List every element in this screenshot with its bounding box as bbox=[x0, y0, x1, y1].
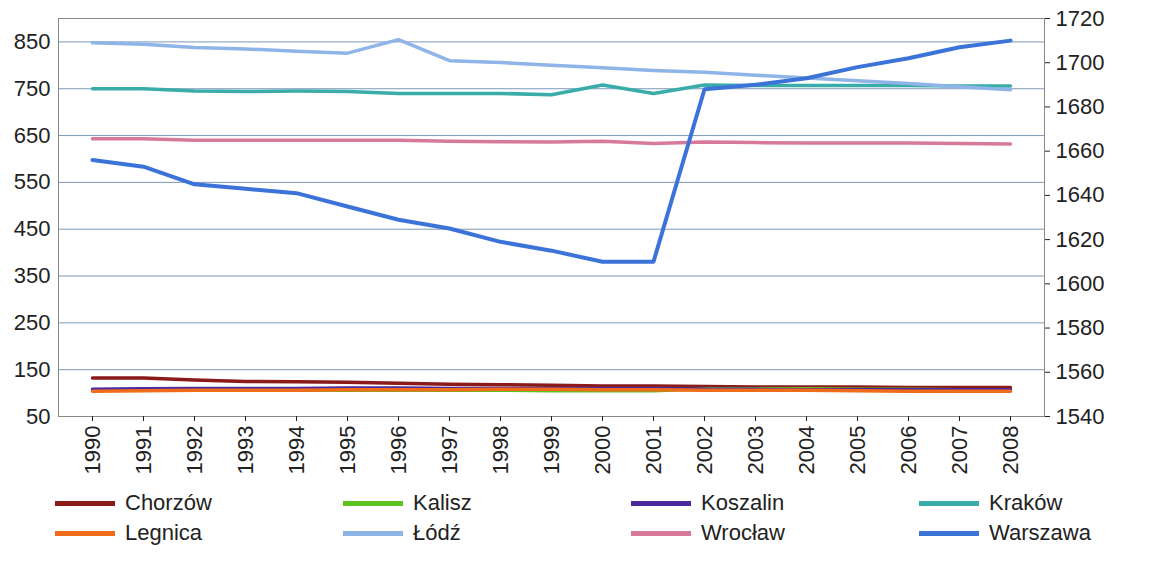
svg-text:2005: 2005 bbox=[845, 426, 870, 475]
html-text:Wrocław: Wrocław bbox=[701, 520, 785, 545]
svg-text:250: 250 bbox=[14, 310, 51, 335]
svg-text:2007: 2007 bbox=[947, 426, 972, 475]
svg-text:750: 750 bbox=[14, 76, 51, 101]
svg-text:1580: 1580 bbox=[1056, 315, 1105, 340]
html-text:Kraków: Kraków bbox=[989, 490, 1063, 515]
svg-text:650: 650 bbox=[14, 123, 51, 148]
svg-text:1600: 1600 bbox=[1056, 271, 1105, 296]
svg-text:1997: 1997 bbox=[437, 426, 462, 475]
html-text:Chorzów: Chorzów bbox=[125, 490, 212, 515]
svg-text:1991: 1991 bbox=[131, 426, 156, 475]
svg-text:50: 50 bbox=[26, 404, 50, 429]
svg-text:1996: 1996 bbox=[386, 426, 411, 475]
svg-text:2001: 2001 bbox=[641, 426, 666, 475]
svg-text:1999: 1999 bbox=[539, 426, 564, 475]
svg-text:1995: 1995 bbox=[335, 426, 360, 475]
svg-text:1640: 1640 bbox=[1056, 182, 1105, 207]
svg-text:1620: 1620 bbox=[1056, 227, 1105, 252]
svg-text:1660: 1660 bbox=[1056, 138, 1105, 163]
svg-text:1700: 1700 bbox=[1056, 50, 1105, 75]
svg-text:2002: 2002 bbox=[692, 426, 717, 475]
svg-text:1993: 1993 bbox=[233, 426, 258, 475]
svg-text:1540: 1540 bbox=[1056, 404, 1105, 429]
html-text:Kalisz: Kalisz bbox=[413, 490, 472, 515]
svg-text:1998: 1998 bbox=[488, 426, 513, 475]
svg-text:2000: 2000 bbox=[590, 426, 615, 475]
svg-text:1560: 1560 bbox=[1056, 359, 1105, 384]
svg-text:1680: 1680 bbox=[1056, 94, 1105, 119]
svg-text:450: 450 bbox=[14, 216, 51, 241]
svg-text:850: 850 bbox=[14, 29, 51, 54]
svg-text:2008: 2008 bbox=[998, 426, 1023, 475]
html-text:Legnica: Legnica bbox=[125, 520, 203, 545]
svg-text:2003: 2003 bbox=[743, 426, 768, 475]
html-text:Łódź: Łódź bbox=[413, 520, 461, 545]
svg-text:1994: 1994 bbox=[284, 426, 309, 475]
html-text:Koszalin: Koszalin bbox=[701, 490, 785, 515]
svg-text:1992: 1992 bbox=[182, 426, 207, 475]
svg-text:150: 150 bbox=[14, 357, 51, 382]
svg-text:1720: 1720 bbox=[1056, 6, 1105, 31]
svg-text:1990: 1990 bbox=[80, 426, 105, 475]
svg-text:550: 550 bbox=[14, 169, 51, 194]
svg-text:2006: 2006 bbox=[896, 426, 921, 475]
svg-text:350: 350 bbox=[14, 263, 51, 288]
svg-text:2004: 2004 bbox=[794, 426, 819, 475]
html-text:Warszawa: Warszawa bbox=[989, 520, 1091, 545]
